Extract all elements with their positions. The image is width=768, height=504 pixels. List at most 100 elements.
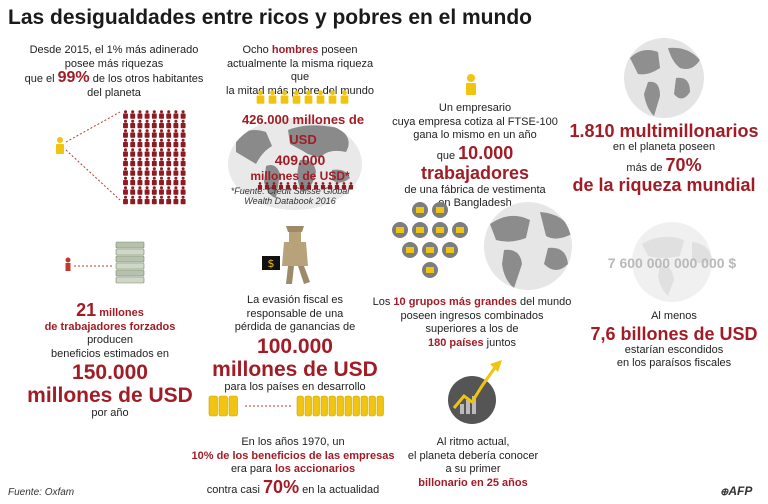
hombres-highlight: hombres xyxy=(271,44,319,56)
b1-line2: posee más riquezas xyxy=(64,57,164,70)
forced-workers-text: 21 millones de trabajadores forzados pro… xyxy=(20,300,200,421)
poor-person-icon xyxy=(180,119,186,129)
poor-person-icon xyxy=(144,148,150,157)
coin-stack-icon xyxy=(228,395,238,417)
poor-person-icon xyxy=(173,167,179,176)
company-coin-icon xyxy=(422,242,438,258)
poor-person-icon xyxy=(180,138,186,148)
b1-line3: que el 99% de los otros habitantes xyxy=(24,69,204,86)
rich-man-icon xyxy=(316,90,325,104)
poor-person-icon xyxy=(144,195,150,205)
poor-person-icon xyxy=(130,186,136,195)
shareholders-highlight: los accionarios xyxy=(274,463,356,475)
company-coin-icon xyxy=(422,262,438,278)
poor-person-icon xyxy=(130,167,136,176)
poor-person-icon xyxy=(151,119,157,129)
poor-person-icon xyxy=(151,110,157,119)
poor-person-icon xyxy=(151,167,157,176)
poor-person-icon xyxy=(137,138,143,148)
poor-person-icon xyxy=(130,110,136,119)
poor-person-icon xyxy=(173,195,179,205)
hidden-money-amount: 7 600 000 000 000 $ xyxy=(607,255,737,271)
world-wealth: de la riqueza mundial xyxy=(572,175,756,195)
poor-person-icon xyxy=(123,129,128,138)
poor-person-icon xyxy=(271,182,277,190)
poor-person-icon xyxy=(123,176,128,186)
poor-person-icon xyxy=(123,195,128,205)
poor-person-icon xyxy=(327,182,333,190)
globe-icon xyxy=(624,38,704,118)
poor-person-icon xyxy=(137,119,143,129)
poor-person-icon xyxy=(348,182,354,190)
rich-man-icon xyxy=(292,90,301,104)
poor-person-icon xyxy=(137,148,143,157)
svg-text:$: $ xyxy=(268,257,275,270)
rich-man-icon xyxy=(304,90,313,104)
poor-person-icon xyxy=(306,182,312,190)
coin-stack-icon xyxy=(376,395,384,417)
ten-thousand-workers: 10.000 trabajadores xyxy=(420,142,530,183)
twenty-one: 21 xyxy=(76,300,97,320)
poor-person-icon xyxy=(278,182,284,190)
poor-person-icon xyxy=(130,129,136,138)
poor-person-icon xyxy=(159,110,164,119)
poor-person-icon xyxy=(166,176,172,186)
amount-7-6-trillion: 7,6 billones de USD xyxy=(590,323,758,344)
company-coin-icon xyxy=(392,222,408,238)
poor-person-icon xyxy=(166,148,172,157)
poor-person-icon xyxy=(144,119,150,129)
rich-man-icon xyxy=(268,90,277,104)
poor-person-icon xyxy=(159,186,164,195)
poor-person-icon xyxy=(159,176,164,186)
poor-person-icon xyxy=(173,148,179,157)
one-percent-text: Desde 2015, el 1% más adinerado posee má… xyxy=(14,44,214,100)
poor-person-icon xyxy=(130,195,136,205)
poor-person-icon xyxy=(180,195,186,205)
coin-stack-icon xyxy=(360,395,368,417)
trillionaire-25-years: billonario en 25 años xyxy=(418,476,528,489)
forced-labor-graphic xyxy=(65,241,145,284)
poor-person-icon xyxy=(151,157,157,167)
amount-rich: 426.000 millones de USD xyxy=(241,112,365,147)
poor-person-icon xyxy=(130,119,136,129)
company-coin-icon xyxy=(452,222,468,238)
b2-line1: Ocho hombres poseen xyxy=(242,44,358,56)
trillionaire-text: Al ritmo actual, el planeta debería cono… xyxy=(398,436,548,490)
poor-person-icon xyxy=(151,195,157,205)
poor-person-icon xyxy=(123,110,128,119)
company-coin-icon xyxy=(402,242,418,258)
poor-person-icon xyxy=(341,182,347,190)
poor-person-icon xyxy=(159,119,164,129)
poor-person-icon xyxy=(166,129,172,138)
poor-person-icon xyxy=(159,167,164,176)
pct-70-wealth: 70% xyxy=(665,154,702,175)
big-groups-text: Los 10 grupos más grandes del mundo pose… xyxy=(372,296,572,349)
tax-evasion-text: La evasión fiscal es responsable de una … xyxy=(210,294,380,394)
poor-person-icon xyxy=(257,182,263,190)
poor-person-icon xyxy=(299,182,305,190)
eight-men-text: Ocho hombres poseen actualmente la misma… xyxy=(218,44,382,98)
poor-person-icon xyxy=(159,157,164,167)
poor-person-icon xyxy=(173,176,179,186)
poor-people-row xyxy=(257,182,354,190)
coin-stack-icon xyxy=(218,395,228,417)
b2-line2: actualmente la misma riqueza que xyxy=(226,57,374,84)
poor-person-icon xyxy=(285,182,291,190)
poor-person-icon xyxy=(123,186,128,195)
poor-person-icon xyxy=(173,110,179,119)
poor-person-icon xyxy=(292,182,298,190)
poor-person-icon xyxy=(123,138,128,148)
coin-stack-icon xyxy=(312,395,320,417)
coin-stack-icon xyxy=(320,395,328,417)
poor-person-icon xyxy=(151,129,157,138)
poor-person-icon xyxy=(180,148,186,157)
poor-person-icon xyxy=(137,176,143,186)
coin-stack-icon xyxy=(352,395,360,417)
shareholder-coins-graphic xyxy=(208,395,384,417)
poor-person-icon xyxy=(144,157,150,167)
poor-person-icon xyxy=(123,148,128,157)
poor-person-icon xyxy=(137,129,143,138)
poor-person-icon xyxy=(180,157,186,167)
poor-person-icon xyxy=(166,186,172,195)
poor-person-icon xyxy=(264,182,270,190)
